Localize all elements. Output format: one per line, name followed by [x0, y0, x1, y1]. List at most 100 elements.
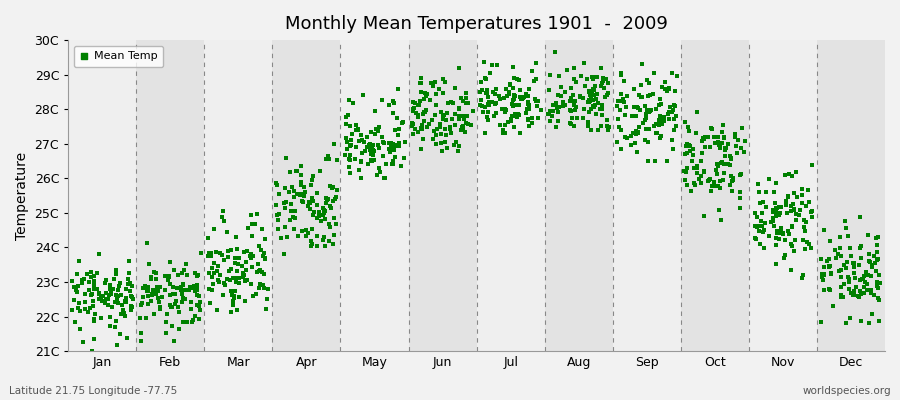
Point — [528, 60, 543, 66]
Point — [567, 123, 581, 129]
Point — [228, 288, 242, 294]
Point — [689, 163, 704, 169]
Point — [795, 186, 809, 192]
Point — [499, 106, 513, 113]
Point — [167, 301, 182, 307]
Point — [406, 120, 420, 127]
Point — [488, 101, 502, 108]
Point — [289, 168, 303, 174]
Point — [444, 99, 458, 106]
Point — [643, 92, 657, 98]
Point — [251, 268, 266, 274]
Point — [323, 202, 338, 209]
Point — [111, 300, 125, 306]
Point — [641, 93, 655, 99]
Point — [122, 270, 136, 276]
Point — [390, 115, 404, 121]
Point — [669, 112, 683, 119]
Point — [773, 230, 788, 236]
Point — [190, 287, 204, 294]
Point — [158, 273, 172, 279]
Point — [303, 238, 318, 245]
Point — [709, 166, 724, 173]
Point — [413, 146, 428, 152]
Point — [854, 318, 868, 324]
Point — [426, 136, 440, 142]
Point — [163, 259, 177, 265]
Point — [76, 339, 90, 345]
Point — [414, 75, 428, 81]
Point — [848, 275, 862, 281]
Point — [716, 135, 731, 141]
Point — [174, 287, 188, 293]
Point — [352, 167, 366, 173]
Point — [662, 115, 676, 122]
Point — [111, 287, 125, 293]
Point — [81, 308, 95, 315]
Point — [478, 130, 492, 137]
Point — [342, 164, 356, 170]
Point — [771, 204, 786, 210]
Point — [695, 150, 709, 157]
Point — [670, 73, 684, 79]
Point — [847, 264, 861, 270]
Point — [846, 270, 860, 276]
Point — [477, 59, 491, 66]
Point — [806, 213, 820, 220]
Point — [432, 124, 446, 130]
Point — [832, 245, 847, 252]
Point — [823, 264, 837, 270]
Point — [313, 218, 328, 224]
Point — [215, 214, 230, 220]
Point — [641, 158, 655, 164]
Point — [645, 90, 660, 97]
Point — [458, 128, 473, 135]
Point — [124, 283, 139, 289]
Point — [384, 146, 399, 152]
Point — [650, 130, 664, 136]
Point — [226, 294, 240, 301]
Point — [724, 172, 739, 179]
Point — [226, 274, 240, 281]
Point — [245, 221, 259, 228]
Point — [513, 94, 527, 100]
Point — [210, 248, 224, 255]
Point — [360, 160, 374, 167]
Point — [75, 276, 89, 283]
Point — [188, 283, 202, 290]
Point — [304, 176, 319, 183]
Point — [69, 271, 84, 277]
Point — [578, 83, 592, 89]
Point — [303, 182, 318, 189]
Point — [78, 290, 93, 297]
Point — [500, 93, 514, 100]
Point — [204, 264, 219, 271]
Point — [824, 270, 838, 276]
Point — [643, 109, 657, 115]
Point — [389, 142, 403, 148]
Point — [283, 217, 297, 223]
Point — [284, 208, 298, 214]
Point — [86, 285, 101, 292]
Point — [555, 99, 570, 105]
Point — [506, 102, 520, 108]
Point — [345, 131, 359, 137]
Point — [87, 277, 102, 284]
Point — [649, 106, 663, 112]
Point — [638, 126, 652, 133]
Point — [822, 286, 836, 292]
Point — [411, 102, 426, 108]
Point — [589, 111, 603, 118]
Point — [253, 267, 267, 273]
Point — [778, 237, 792, 244]
Point — [316, 212, 330, 218]
Point — [773, 210, 788, 216]
Point — [599, 92, 614, 98]
Point — [364, 158, 378, 164]
Point — [718, 152, 733, 159]
Point — [436, 112, 451, 118]
Point — [136, 285, 150, 291]
Point — [272, 191, 286, 198]
Point — [439, 110, 454, 116]
Point — [541, 110, 555, 117]
